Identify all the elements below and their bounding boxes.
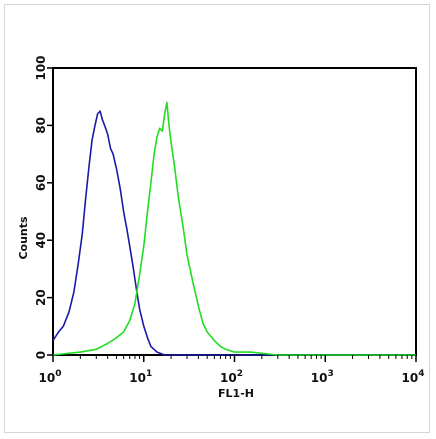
x-tick-label: 101 bbox=[129, 369, 152, 385]
x-tick-label: 103 bbox=[311, 369, 334, 385]
plot-border bbox=[52, 67, 417, 356]
series-line-1 bbox=[52, 110, 416, 356]
y-tick-label: 60 bbox=[34, 174, 48, 191]
x-axis-title: FL1-H bbox=[218, 387, 254, 400]
x-tick-label: 100 bbox=[39, 369, 62, 385]
x-tick-label: 102 bbox=[220, 369, 243, 385]
y-tick-label: 20 bbox=[34, 289, 48, 306]
y-axis-title: Counts bbox=[17, 216, 30, 260]
y-tick-label: 40 bbox=[34, 232, 48, 249]
y-tick-label: 0 bbox=[34, 351, 48, 359]
series-layer bbox=[52, 101, 416, 356]
y-tick-label: 100 bbox=[34, 55, 48, 80]
x-tick-exponent: 1 bbox=[146, 369, 152, 379]
x-tick-label: 104 bbox=[402, 369, 425, 385]
x-tick-exponent: 0 bbox=[55, 369, 61, 379]
x-tick-exponent: 3 bbox=[327, 369, 333, 379]
y-tick-label: 80 bbox=[34, 117, 48, 134]
series-line-2 bbox=[52, 101, 416, 356]
x-tick-exponent: 4 bbox=[418, 369, 424, 379]
x-tick-exponent: 2 bbox=[237, 369, 243, 379]
plot-area bbox=[52, 67, 417, 356]
